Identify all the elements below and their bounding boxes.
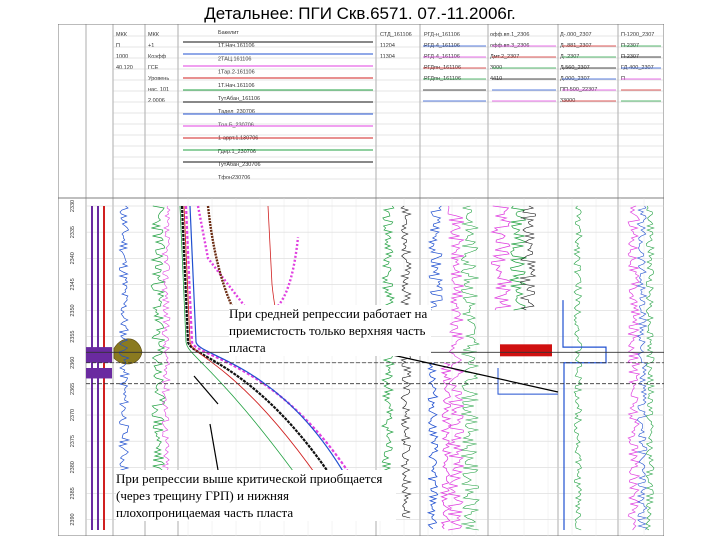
flowmeter-curve <box>439 362 453 530</box>
depth-tick-label: 2375 <box>70 435 76 447</box>
perforation-interval <box>86 368 112 379</box>
header-label: 11204 <box>380 43 395 49</box>
header-label: офф.вп.1_2306 <box>490 32 529 38</box>
mkk-curve <box>118 205 131 519</box>
flowmeter-curve <box>519 205 537 311</box>
depth-tick-label: 2370 <box>70 409 76 421</box>
flowmeter-curve <box>490 205 513 311</box>
header-label: 1Т.Нач.161106 <box>218 83 255 89</box>
header-label: 2ТАЦ.161106 <box>218 56 251 62</box>
header-label: П-1200_2307 <box>621 32 654 38</box>
depth-tick-label: 2365 <box>70 383 76 395</box>
header-label: нас. 101 <box>148 87 169 93</box>
depth-tick-label: 2385 <box>70 487 76 499</box>
header-label: 2.0006 <box>148 98 165 104</box>
flowmeter-curve <box>426 362 439 530</box>
depth-tick-label: 2355 <box>70 331 76 343</box>
annotation-lower: При репрессии выше критической приобщает… <box>116 470 396 521</box>
perforation-interval <box>86 347 112 363</box>
flowmeter-curve <box>460 205 480 531</box>
flowmeter-curve <box>645 205 655 531</box>
header-label: 1-аррт.1.130706 <box>218 136 258 142</box>
annotation-leader-upper <box>387 353 559 393</box>
header-label: ТутАбан_230706 <box>218 162 261 168</box>
header-label: +1 <box>148 43 154 49</box>
header-label: ГСЕ <box>148 65 159 71</box>
header-label: Гдер.1_230706 <box>218 149 256 155</box>
header-label: Тфон230706 <box>218 175 250 181</box>
depth-tick-label: 2350 <box>70 304 76 316</box>
flowmeter-curve <box>627 205 642 531</box>
header-label: 1Т.Нач.161106 <box>218 43 255 49</box>
annotation-leader-lower <box>209 423 219 471</box>
header-label: МКК <box>148 32 160 38</box>
mkk-curve <box>150 205 166 519</box>
temperature-curve <box>189 205 369 520</box>
depth-tick-label: 2390 <box>70 513 76 525</box>
temperature-curve <box>183 205 347 520</box>
header-label: РГД-н_161106 <box>424 32 460 38</box>
header-label: 1Тар.2-161106 <box>218 70 255 76</box>
header-label: 40.120 <box>116 65 133 71</box>
annotation-upper: При средней репрессии работает на приеми… <box>229 305 431 356</box>
depth-tick-label: 2345 <box>70 278 76 290</box>
flowmeter-curve <box>509 205 527 311</box>
depth-tick-label: 2360 <box>70 357 76 369</box>
flowmeter-curve <box>381 205 395 519</box>
header-label: Д-.000_2307 <box>560 32 592 38</box>
temperature-curve <box>184 205 377 521</box>
flowmeter-curve <box>636 205 648 531</box>
annotation-leader-upper-temp <box>193 375 219 405</box>
header-label: ТутАбан_161106 <box>218 96 260 102</box>
flowmeter-curve <box>573 205 583 531</box>
header-label: МКК <box>116 32 128 38</box>
depth-tick-label: 2330 <box>70 200 76 212</box>
header-label: Тпл.Б_230706 <box>218 122 254 128</box>
depth-tick-label: 2340 <box>70 252 76 264</box>
header-label: 1000 <box>116 54 128 60</box>
header-label: П <box>116 43 120 49</box>
well-log-svg: МКК П 1000 40.120 МКК +1 Коэфф ГСЕ Уровень нас. 1… <box>57 23 665 537</box>
flowmeter-step <box>497 368 558 395</box>
header-label: СТД_161106 <box>380 32 412 38</box>
page-title: Детальнее: ПГИ Скв.6571. 07.-11.2006г. <box>204 4 516 23</box>
intake-zone-fill <box>500 344 552 357</box>
depth-tick-label: 2335 <box>70 226 76 238</box>
flowmeter-step <box>562 300 607 530</box>
header-label: 11304 <box>380 54 395 60</box>
header-label: Коэфф <box>148 54 167 60</box>
flowmeter-curve <box>427 205 444 311</box>
temperature-curve <box>179 205 329 520</box>
mkk-curve <box>161 205 171 519</box>
header-label: Тадел_230706 <box>218 109 255 115</box>
header-label: Бакелит <box>218 30 239 36</box>
temperature-curve <box>180 205 359 521</box>
well-log-chart: МКК П 1000 40.120 МКК +1 Коэфф ГСЕ Уровень нас. 1… <box>57 23 665 537</box>
header-label: Уровень <box>148 76 169 82</box>
depth-tick-label: 2380 <box>70 461 76 473</box>
flowmeter-curve <box>400 205 412 519</box>
